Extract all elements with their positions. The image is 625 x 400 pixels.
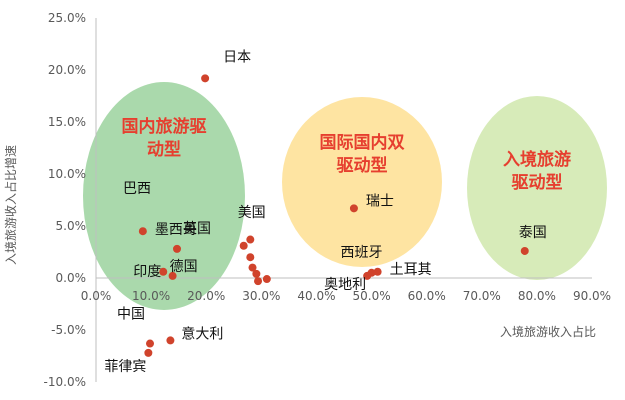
region-domestic-ellipse xyxy=(83,82,245,310)
x-tick-label: 90.0% xyxy=(573,289,611,303)
data-point xyxy=(159,267,168,276)
data-point xyxy=(173,244,182,253)
y-tick-labels: 25.0% 20.0% 15.0% 10.0% 5.0% 0.0% -5.0% -10.0% xyxy=(44,11,86,389)
data-point xyxy=(144,348,153,357)
data-points xyxy=(138,74,529,357)
region-label-line: 入境旅游 xyxy=(503,149,571,170)
y-tick-label: 10.0% xyxy=(48,167,86,181)
x-tick-label: 80.0% xyxy=(518,289,556,303)
x-tick-label: 0.0% xyxy=(81,289,112,303)
point-label: 土耳其 xyxy=(390,262,432,278)
data-point xyxy=(520,246,529,255)
y-tick-label: -5.0% xyxy=(51,323,86,337)
data-point xyxy=(367,268,376,277)
point-label: 瑞士 xyxy=(366,193,394,209)
data-point xyxy=(248,263,257,272)
x-tick-label: 70.0% xyxy=(463,289,501,303)
region-dual-ellipse xyxy=(282,97,442,267)
x-axis-title: 入境旅游收入占比 xyxy=(500,324,596,339)
region-ellipses xyxy=(83,82,607,310)
y-tick-label: 15.0% xyxy=(48,115,86,129)
point-label: 美国 xyxy=(238,205,266,221)
data-point xyxy=(254,277,263,286)
y-tick-label: 5.0% xyxy=(56,219,87,233)
x-tick-label: 20.0% xyxy=(187,289,225,303)
point-label: 印度 xyxy=(133,264,161,280)
point-label: 德国 xyxy=(170,259,198,275)
x-tick-label: 40.0% xyxy=(297,289,335,303)
region-label-line: 动型 xyxy=(147,139,181,160)
point-label: 菲律宾 xyxy=(104,359,146,375)
y-tick-label: 0.0% xyxy=(56,271,87,285)
point-label: 日本 xyxy=(223,49,251,65)
x-tick-labels: 0.0% 10.0% 20.0% 30.0% 40.0% 50.0% 60.0% 70.0% 8… xyxy=(81,289,611,303)
region-inbound-ellipse xyxy=(467,96,607,280)
data-point xyxy=(138,227,147,236)
y-axis-title: 入境旅游收入占比增速 xyxy=(3,145,18,265)
data-point xyxy=(373,267,382,276)
region-label-line: 国际国内双 xyxy=(320,132,405,153)
region-label-line: 国内旅游驱 xyxy=(122,116,207,137)
x-tick-label: 30.0% xyxy=(242,289,280,303)
point-label: 西班牙 xyxy=(341,245,383,261)
data-point xyxy=(168,271,177,280)
point-label: 中国 xyxy=(117,307,145,323)
x-tick-label: 50.0% xyxy=(352,289,390,303)
y-tick-label: 25.0% xyxy=(48,11,86,25)
y-tick-label: -10.0% xyxy=(44,375,86,389)
label-brazil: 巴西 xyxy=(123,181,151,197)
region-label-line: 驱动型 xyxy=(337,155,388,176)
data-point xyxy=(252,269,261,278)
region-label-line: 驱动型 xyxy=(512,172,563,193)
point-label: 英国 xyxy=(183,220,211,237)
data-point xyxy=(246,235,255,244)
data-point xyxy=(262,275,271,284)
point-label: 泰国 xyxy=(519,225,547,241)
data-point xyxy=(166,336,175,345)
data-point xyxy=(201,74,210,83)
point-label: 奥地利 xyxy=(324,276,366,293)
data-point xyxy=(146,339,155,348)
data-point xyxy=(239,241,248,250)
y-tick-label: 20.0% xyxy=(48,63,86,77)
x-tick-label: 10.0% xyxy=(132,289,170,303)
point-label: 意大利 xyxy=(181,325,223,342)
data-point xyxy=(246,253,255,262)
data-point xyxy=(349,204,358,213)
point-label: 墨西哥 xyxy=(155,222,197,238)
x-tick-label: 60.0% xyxy=(408,289,446,303)
